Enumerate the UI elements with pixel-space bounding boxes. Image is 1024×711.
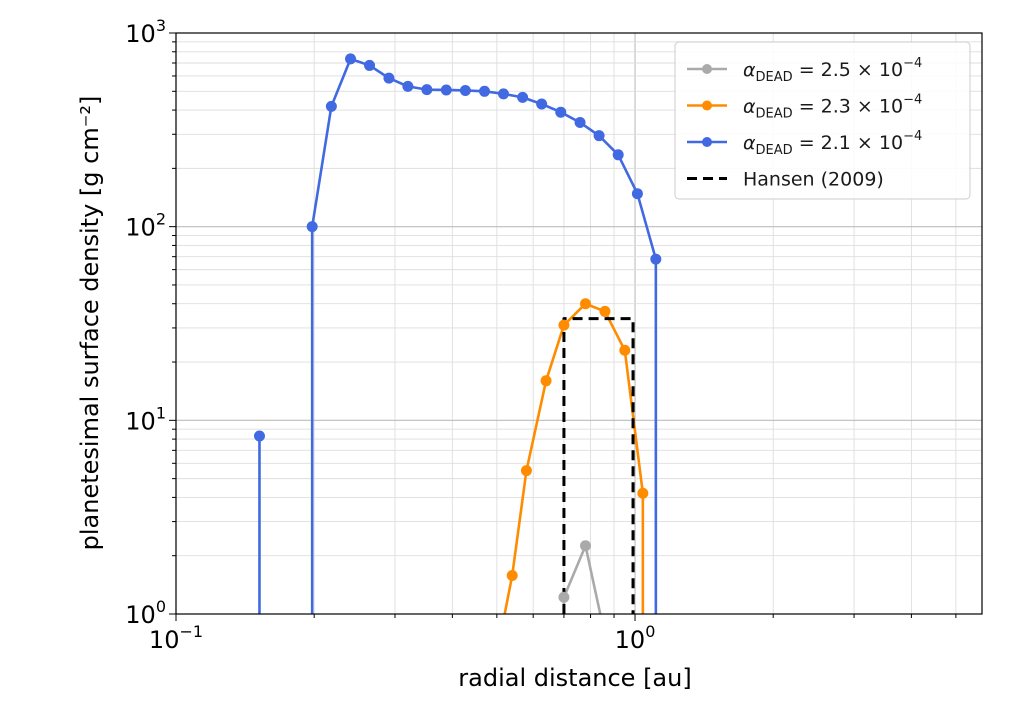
data-point: [540, 375, 552, 387]
y-axis-label: planetesimal surface density [g cm⁻²]: [76, 96, 104, 551]
y-tick-label: 100: [125, 597, 166, 629]
data-point: [383, 72, 395, 84]
data-point: [558, 319, 570, 331]
x-tick-label: 100: [615, 622, 656, 654]
data-point: [558, 591, 570, 603]
data-point: [421, 84, 433, 96]
data-point: [459, 84, 471, 96]
legend-box: [674, 41, 971, 200]
data-point: [306, 221, 318, 233]
y-tick-label: 101: [125, 403, 166, 435]
data-point: [555, 106, 567, 118]
y-tick-label: 102: [125, 210, 166, 242]
x-tick-label: 10−1: [149, 622, 203, 654]
data-point: [599, 305, 611, 317]
data-point: [364, 59, 376, 71]
data-point: [506, 570, 518, 582]
data-point: [517, 91, 529, 103]
legend-marker: [702, 100, 712, 111]
data-point: [574, 117, 586, 129]
data-point: [325, 100, 337, 112]
data-point: [579, 540, 591, 552]
legend-label: αDEAD = 2.3 × 10−4: [743, 93, 922, 122]
y-tick-label: 103: [125, 16, 166, 48]
data-point: [650, 253, 662, 265]
legend-marker: [702, 64, 712, 74]
data-point: [631, 188, 643, 200]
series-line-3: [310, 57, 658, 614]
data-point: [536, 98, 548, 110]
data-point: [579, 298, 591, 310]
legend-label: αDEAD = 2.5 × 10−4: [743, 56, 922, 85]
plot-frame: [175, 32, 983, 615]
data-point: [402, 80, 414, 92]
markers: [253, 53, 662, 603]
data-point: [253, 430, 265, 442]
legend: αDEAD = 2.5 × 10−4 αDEAD = 2.3 × 10−4 αDEA…: [674, 41, 971, 200]
legend-marker: [702, 137, 712, 147]
data-point: [498, 88, 510, 100]
plot-area: [258, 57, 658, 614]
x-axis-label: radial distance [au]: [458, 664, 691, 692]
series-line-4: [562, 317, 635, 614]
legend-label: Hansen (2009): [743, 169, 884, 191]
data-point: [520, 465, 532, 477]
data-point: [345, 53, 357, 65]
data-point: [619, 344, 631, 356]
legend-label: αDEAD = 2.1 × 10−4: [743, 129, 922, 158]
data-point: [612, 149, 624, 161]
data-point: [440, 84, 452, 96]
data-point: [479, 85, 491, 97]
data-point: [637, 487, 649, 499]
data-point: [593, 130, 605, 142]
